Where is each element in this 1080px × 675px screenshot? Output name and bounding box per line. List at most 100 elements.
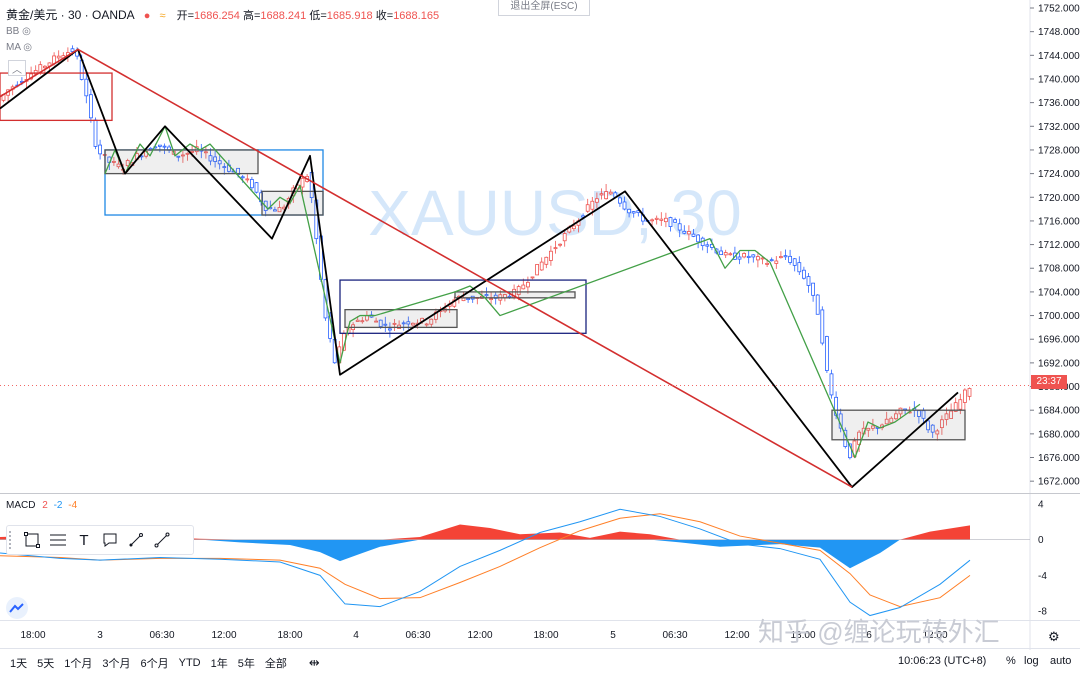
candle-body	[825, 336, 829, 371]
candle-body	[374, 320, 379, 323]
candle-body	[889, 417, 894, 424]
candle-body	[526, 281, 530, 288]
period-3m[interactable]: 3个月	[102, 657, 131, 670]
period-6m[interactable]: 6个月	[140, 657, 169, 670]
hlines-icon[interactable]	[45, 527, 71, 553]
candle-body	[539, 261, 544, 271]
candle-body	[360, 320, 365, 323]
drag-handle[interactable]	[9, 531, 19, 549]
candle-body	[618, 197, 622, 204]
candle-body	[180, 154, 185, 157]
symbol-title[interactable]: 黄金/美元 · 30 · OANDA	[6, 8, 135, 22]
collapse-chevron-icon[interactable]: ︿	[8, 60, 26, 76]
zone-box	[831, 409, 966, 441]
y-tick-label: 1736.000	[1038, 98, 1080, 109]
candle-body	[737, 256, 742, 260]
percent-toggle[interactable]: %	[1006, 655, 1016, 667]
price-chart[interactable]: XAUUSD, 30 1752.000 1748.000 1744.000 1740.0…	[0, 0, 1080, 650]
line-icon[interactable]	[149, 527, 175, 553]
select-box-icon[interactable]	[19, 527, 45, 553]
period-5d[interactable]: 5天	[37, 657, 55, 670]
macd-legend: MACD 2 -2 -4	[6, 500, 78, 511]
date-range-icon[interactable]: ⇹	[308, 654, 320, 670]
candle-body	[236, 167, 241, 175]
y-tick-label: 1748.000	[1038, 27, 1080, 38]
candle-body	[650, 219, 654, 222]
indicator-bb[interactable]: BB ◎	[6, 26, 31, 37]
indicator-ma[interactable]: MA ◎	[6, 42, 32, 53]
candle-body	[240, 176, 245, 179]
text-icon[interactable]: T	[79, 531, 89, 549]
macd-tick-label: 0	[1038, 535, 1044, 546]
period-1y[interactable]: 1年	[210, 657, 228, 670]
candle-body	[553, 247, 558, 250]
y-tick-label: 1700.000	[1038, 311, 1080, 322]
candle-body	[668, 217, 673, 227]
candle-body	[213, 156, 218, 162]
auto-toggle[interactable]: auto	[1050, 655, 1072, 667]
dot-icon: ●	[143, 10, 151, 22]
log-toggle[interactable]: log	[1024, 655, 1039, 667]
candle-body	[70, 48, 75, 52]
x-tick-label: 4	[353, 630, 359, 641]
clock-time[interactable]: 10:06:23 (UTC+8)	[898, 655, 987, 667]
candle-body	[783, 255, 788, 258]
comment-icon[interactable]	[97, 527, 123, 553]
candle-body	[935, 430, 940, 435]
x-tick-label: 18:00	[20, 630, 45, 641]
x-tick-label: 18:00	[790, 630, 815, 641]
period-all[interactable]: 全部	[264, 657, 287, 670]
period-ytd[interactable]: YTD	[178, 656, 201, 669]
candle-body	[654, 217, 659, 220]
period-1d[interactable]: 1天	[10, 657, 28, 670]
candle-body	[549, 250, 553, 261]
red-trend-line	[0, 48, 853, 488]
exit-fullscreen-button[interactable]: 退出全屏(ESC)	[498, 0, 590, 16]
site-watermark: 知乎 @缠论玩转外汇	[758, 617, 1000, 647]
eye-icon[interactable]: ◎	[23, 42, 32, 53]
candle-body	[691, 233, 696, 237]
candle-body	[723, 252, 728, 256]
candle-body	[884, 418, 889, 425]
period-5y[interactable]: 5年	[237, 657, 255, 670]
candle-body	[208, 155, 213, 162]
eye-icon[interactable]: ◎	[22, 26, 31, 37]
candle-body	[424, 323, 429, 326]
candle-body	[751, 254, 756, 258]
candle-body	[829, 373, 834, 396]
candle-body	[719, 250, 723, 256]
candle-body	[820, 309, 825, 344]
y-tick-label: 1708.000	[1038, 264, 1080, 275]
candle-body	[940, 419, 944, 429]
candle-body	[627, 208, 631, 214]
high-value: 1688.241	[260, 10, 307, 22]
x-tick-label: 06:30	[405, 630, 430, 641]
candle-body	[705, 244, 710, 247]
candle-body	[815, 294, 820, 315]
candle-body	[673, 219, 677, 223]
settings-gear-icon[interactable]: ⚙	[1048, 629, 1060, 644]
candle-body	[866, 427, 871, 431]
x-tick-label: 18:00	[277, 630, 302, 641]
candle-body	[558, 243, 562, 246]
y-tick-label: 1728.000	[1038, 145, 1080, 156]
y-tick-label: 1696.000	[1038, 335, 1080, 346]
chart-legend: 黄金/美元 · 30 · OANDA ● ≈ 开=1686.254 高=1688…	[6, 8, 440, 22]
x-tick-label: 18:00	[533, 630, 558, 641]
candle-body	[811, 282, 815, 296]
period-1m[interactable]: 1个月	[64, 657, 93, 670]
candle-body	[958, 399, 963, 410]
y-tick-label: 1724.000	[1038, 169, 1080, 180]
x-tick-label: 6	[866, 630, 872, 641]
y-tick-label: 1712.000	[1038, 240, 1080, 251]
candle-body	[410, 322, 415, 326]
candle-body	[401, 322, 406, 325]
pencil-icon[interactable]	[123, 527, 149, 553]
candle-body	[949, 410, 953, 419]
candle-body	[112, 161, 116, 163]
candle-body	[953, 402, 958, 412]
tradingview-logo-icon[interactable]	[6, 597, 28, 619]
compare-icon[interactable]: ≈	[159, 10, 166, 22]
drawing-toolbar: T	[6, 525, 194, 555]
y-tick-label: 1732.000	[1038, 122, 1080, 133]
